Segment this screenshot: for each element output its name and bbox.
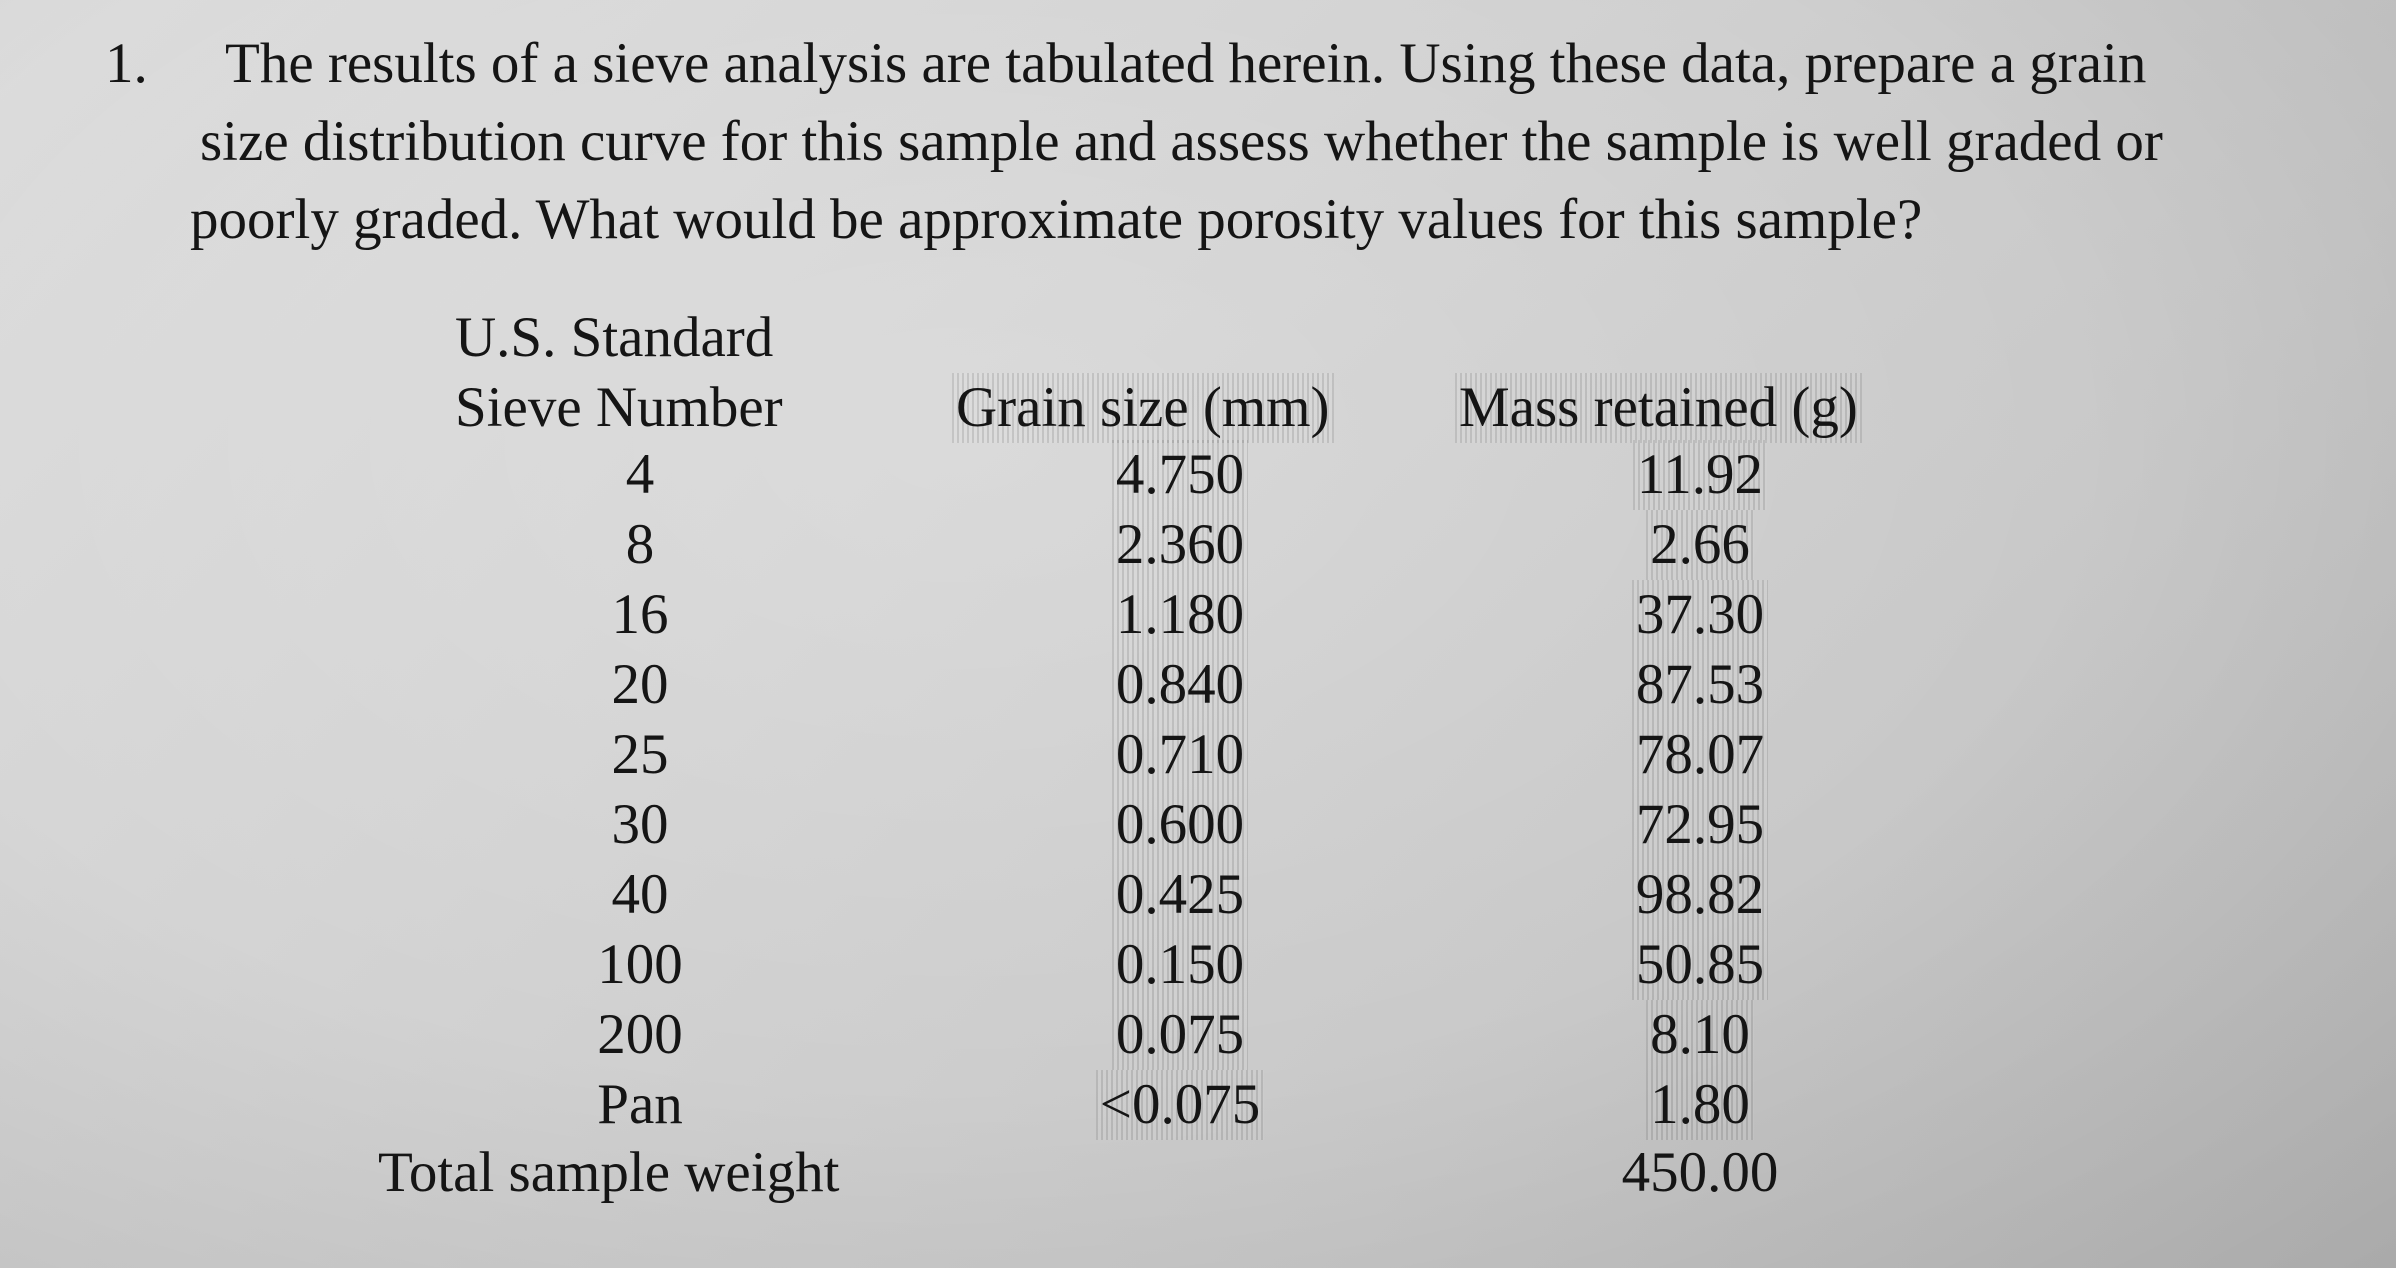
mass-retained-cell: 11.92 [1632, 440, 1768, 510]
sieve-number-cell: 100 [597, 933, 683, 996]
grain-size-cell: 0.600 [1111, 790, 1249, 860]
grain-size-cell: 4.750 [1111, 440, 1249, 510]
header-sieve-line1: U.S. Standard [455, 306, 774, 369]
mass-retained-cell: 78.07 [1631, 720, 1769, 790]
header-mass-retained: Mass retained (g) [1455, 373, 1862, 443]
grain-size-cell: <0.075 [1095, 1070, 1265, 1140]
mass-retained-cell: 2.66 [1646, 510, 1754, 580]
grain-size-cell: 2.360 [1111, 510, 1249, 580]
sieve-number-cell: 20 [611, 653, 669, 716]
sieve-number-cell: 4 [625, 443, 655, 506]
grain-size-column: 4.750 2.360 1.180 0.840 0.710 0.600 0.42… [1050, 440, 1310, 1140]
grain-size-cell: 0.150 [1111, 930, 1249, 1000]
sieve-number-cell: 25 [611, 723, 669, 786]
grain-size-cell: 1.180 [1111, 580, 1249, 650]
sieve-number-cell: 30 [611, 793, 669, 856]
problem-line-2: size distribution curve for this sample … [200, 110, 2163, 173]
grain-size-cell: 0.075 [1111, 1000, 1249, 1070]
problem-number: 1. [105, 32, 148, 95]
mass-retained-column: 11.92 2.66 37.30 87.53 78.07 72.95 98.82… [1570, 440, 1830, 1140]
header-sieve-line2: Sieve Number [455, 376, 783, 439]
sieve-number-column: 4 8 16 20 25 30 40 100 200 Pan [520, 440, 760, 1140]
mass-retained-cell: 50.85 [1631, 930, 1769, 1000]
problem-text: The results of a sieve analysis are tabu… [190, 25, 2340, 259]
grain-size-cell: 0.425 [1111, 860, 1249, 930]
total-sample-weight-value: 450.00 [1621, 1141, 1779, 1204]
mass-retained-cell: 72.95 [1631, 790, 1769, 860]
sieve-number-cell: 40 [611, 863, 669, 926]
total-sample-weight-label: Total sample weight [378, 1141, 840, 1204]
mass-retained-cell: 87.53 [1631, 650, 1769, 720]
sieve-number-cell: 200 [597, 1003, 683, 1066]
grain-size-cell: 0.840 [1111, 650, 1249, 720]
sieve-number-cell: 8 [625, 513, 655, 576]
header-grain-size: Grain size (mm) [952, 373, 1334, 443]
grain-size-cell: 0.710 [1111, 720, 1249, 790]
sieve-number-cell: 16 [611, 583, 669, 646]
mass-retained-cell: 8.10 [1646, 1000, 1754, 1070]
sieve-number-cell: Pan [597, 1073, 683, 1136]
mass-retained-cell: 98.82 [1631, 860, 1769, 930]
problem-line-3: poorly graded. What would be approximate… [190, 188, 1923, 251]
problem-line-1: The results of a sieve analysis are tabu… [225, 32, 2147, 95]
mass-retained-cell: 37.30 [1631, 580, 1769, 650]
mass-retained-cell: 1.80 [1646, 1070, 1754, 1140]
